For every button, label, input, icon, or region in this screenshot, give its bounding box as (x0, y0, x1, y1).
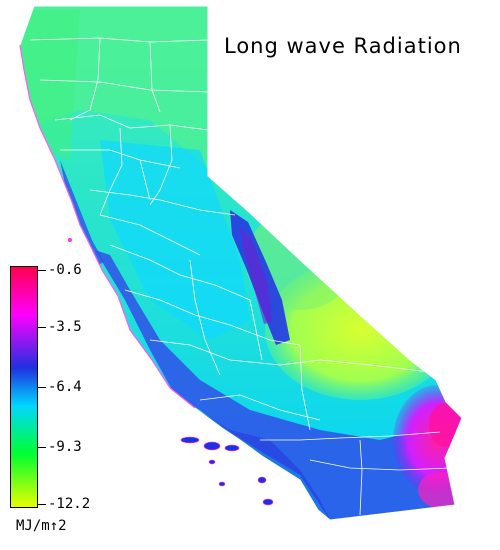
legend-tick (38, 387, 46, 388)
coastline-edge (19, 44, 196, 409)
legend-tick (38, 327, 46, 328)
legend-tick (38, 270, 46, 271)
legend-label: -0.6 (48, 262, 82, 278)
legend-tick (38, 504, 46, 505)
legend-label: -3.5 (48, 319, 82, 335)
channel-islands (180, 436, 274, 506)
color-scale-bar (10, 266, 38, 508)
bay-island (68, 238, 72, 242)
map-title: Long wave Radiation (224, 34, 462, 58)
county-boundaries (29, 37, 451, 516)
legend-label: -6.4 (48, 379, 82, 395)
legend-units: MJ/m↑2 (16, 518, 67, 534)
legend-label: -12.2 (48, 496, 91, 512)
legend-label: -9.3 (48, 439, 82, 455)
legend-tick (38, 447, 46, 448)
